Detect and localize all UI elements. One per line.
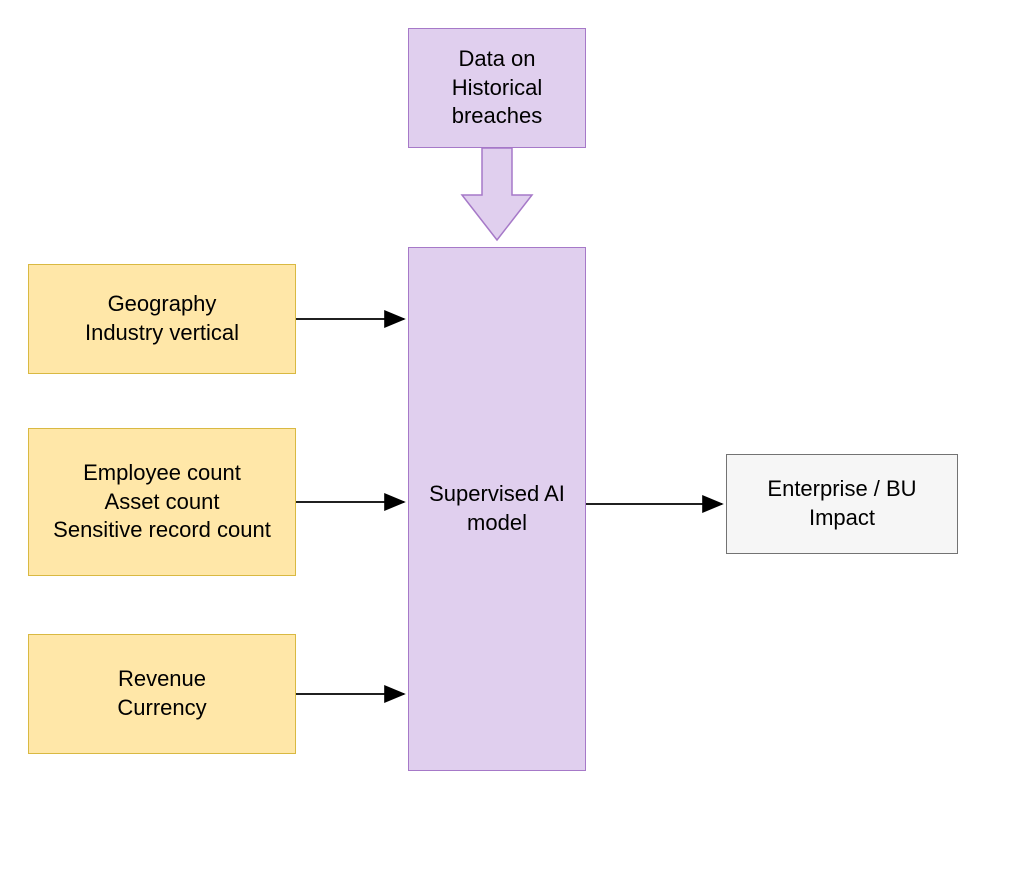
node-label: RevenueCurrency	[117, 665, 206, 722]
node-label: Employee countAsset countSensitive recor…	[53, 459, 271, 545]
node-label: Supervised AI model	[409, 480, 585, 537]
block-arrow-down-icon	[462, 148, 532, 240]
node-output-impact: Enterprise / BUImpact	[726, 454, 958, 554]
node-input-revenue: RevenueCurrency	[28, 634, 296, 754]
node-label: GeographyIndustry vertical	[85, 290, 239, 347]
node-data-historical: Data onHistoricalbreaches	[408, 28, 586, 148]
node-input-geography: GeographyIndustry vertical	[28, 264, 296, 374]
node-label: Data onHistoricalbreaches	[452, 45, 543, 131]
node-supervised-ai-model: Supervised AI model	[408, 247, 586, 771]
node-input-counts: Employee countAsset countSensitive recor…	[28, 428, 296, 576]
node-label: Enterprise / BUImpact	[767, 475, 916, 532]
